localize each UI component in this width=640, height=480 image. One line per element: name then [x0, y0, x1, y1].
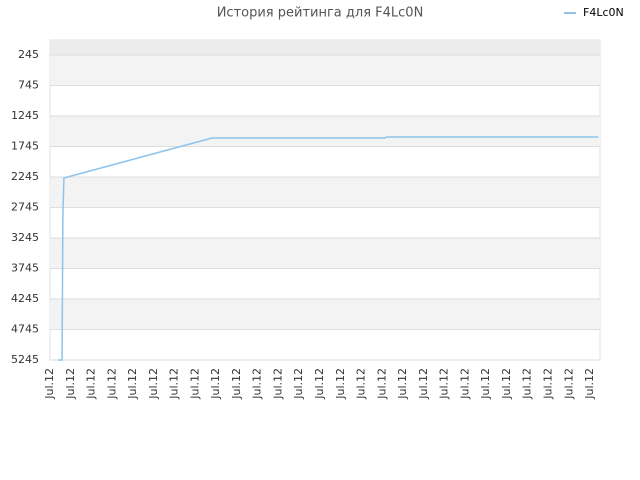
- x-tick-label: Jul.12: [479, 368, 492, 400]
- top-band: [50, 40, 600, 55]
- y-tick-label: 1745: [11, 139, 39, 152]
- y-tick-label: 2745: [11, 200, 39, 213]
- x-tick-label: Jul.12: [521, 368, 534, 400]
- y-tick-label: 5245: [11, 353, 39, 366]
- band: [50, 298, 600, 330]
- y-tick-label: 745: [18, 78, 39, 91]
- x-tick-label: Jul.12: [251, 368, 264, 400]
- x-tick-label: Jul.12: [355, 368, 368, 400]
- x-tick-label: Jul.12: [313, 368, 326, 400]
- x-tick-label: Jul.12: [292, 368, 305, 400]
- x-tick-label: Jul.12: [396, 368, 409, 400]
- y-tick-label: 3245: [11, 231, 39, 244]
- y-tick-label: 4245: [11, 292, 39, 305]
- x-tick-label: Jul.12: [147, 368, 160, 400]
- x-tick-label: Jul.12: [334, 368, 347, 400]
- y-tick-label: 1245: [11, 109, 39, 122]
- y-tick-label: 245: [18, 48, 39, 61]
- x-tick-label: Jul.12: [271, 368, 284, 400]
- x-tick-label: Jul.12: [126, 368, 139, 400]
- x-tick-label: Jul.12: [500, 368, 513, 400]
- x-tick-label: Jul.12: [64, 368, 77, 400]
- x-tick-label: Jul.12: [85, 368, 98, 400]
- legend-label: F4Lc0N: [583, 6, 624, 19]
- x-tick-label: Jul.12: [375, 368, 388, 400]
- x-tick-label: Jul.12: [209, 368, 222, 400]
- x-tick-label: Jul.12: [438, 368, 451, 400]
- x-tick-label: Jul.12: [105, 368, 118, 400]
- x-tick-label: Jul.12: [43, 368, 56, 400]
- band: [50, 115, 600, 147]
- x-tick-label: Jul.12: [458, 368, 471, 400]
- y-tick-label: 4745: [11, 322, 39, 335]
- band: [50, 176, 600, 208]
- y-tick-label: 2245: [11, 170, 39, 183]
- band: [50, 54, 600, 86]
- line: [58, 136, 599, 361]
- x-tick-label: Jul.12: [230, 368, 243, 400]
- x-tick-label: Jul.12: [168, 368, 181, 400]
- x-tick-label: Jul.12: [541, 368, 554, 400]
- x-tick-label: Jul.12: [417, 368, 430, 400]
- chart-title: История рейтинга для F4Lc0N: [217, 6, 424, 21]
- band: [50, 237, 600, 269]
- x-tick-label: Jul.12: [583, 368, 596, 400]
- y-tick-label: 3745: [11, 261, 39, 274]
- x-tick-label: Jul.12: [188, 368, 201, 400]
- x-tick-label: Jul.12: [562, 368, 575, 400]
